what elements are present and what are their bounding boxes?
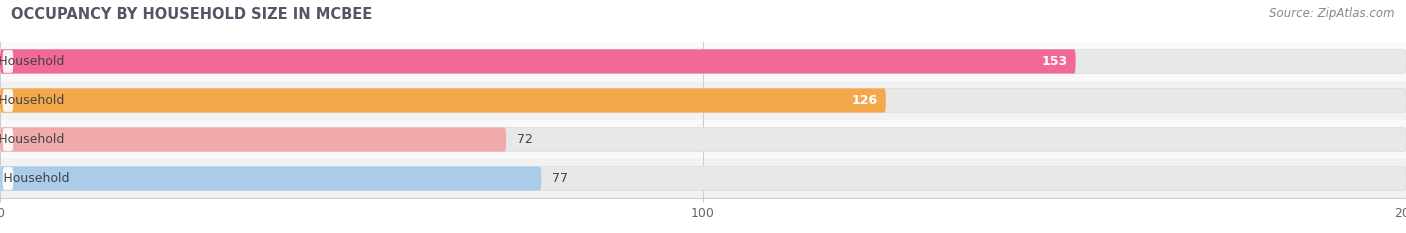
FancyBboxPatch shape xyxy=(0,49,1076,74)
FancyBboxPatch shape xyxy=(0,49,1406,74)
Text: 2-Person Household: 2-Person Household xyxy=(0,94,65,107)
FancyBboxPatch shape xyxy=(0,166,541,191)
Bar xyxy=(0,120,1406,159)
FancyBboxPatch shape xyxy=(3,89,13,112)
Text: 1-Person Household: 1-Person Household xyxy=(0,55,65,68)
Text: 153: 153 xyxy=(1042,55,1067,68)
Text: OCCUPANCY BY HOUSEHOLD SIZE IN MCBEE: OCCUPANCY BY HOUSEHOLD SIZE IN MCBEE xyxy=(11,7,373,22)
FancyBboxPatch shape xyxy=(3,50,13,73)
Text: 4+ Person Household: 4+ Person Household xyxy=(0,172,70,185)
Text: 72: 72 xyxy=(517,133,533,146)
FancyBboxPatch shape xyxy=(3,128,13,151)
FancyBboxPatch shape xyxy=(0,127,1406,152)
Bar xyxy=(0,81,1406,120)
FancyBboxPatch shape xyxy=(3,167,13,190)
Text: 77: 77 xyxy=(553,172,568,185)
FancyBboxPatch shape xyxy=(0,166,1406,191)
FancyBboxPatch shape xyxy=(0,88,1406,113)
Text: Source: ZipAtlas.com: Source: ZipAtlas.com xyxy=(1270,7,1395,20)
Bar xyxy=(0,159,1406,198)
Bar xyxy=(0,42,1406,81)
FancyBboxPatch shape xyxy=(0,88,886,113)
Text: 3-Person Household: 3-Person Household xyxy=(0,133,65,146)
Text: 126: 126 xyxy=(852,94,877,107)
FancyBboxPatch shape xyxy=(0,127,506,152)
